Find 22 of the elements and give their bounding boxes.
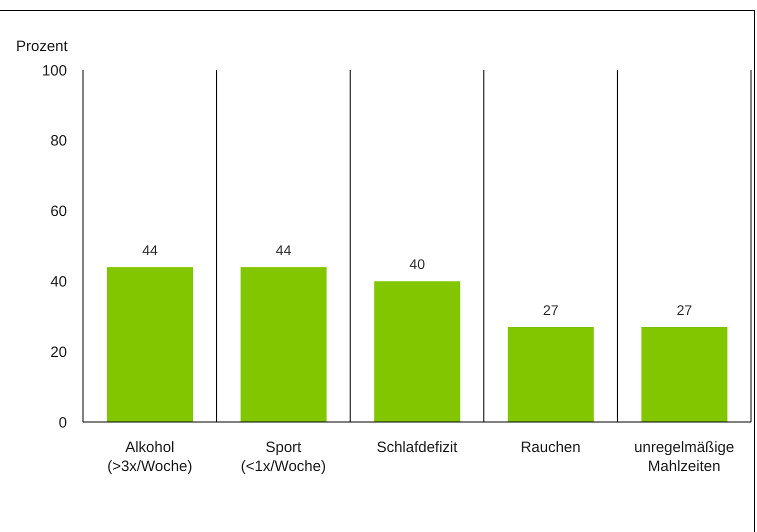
y-tick-label: 0 — [58, 414, 67, 432]
data-label: 27 — [543, 302, 559, 318]
x-tick-label: Rauchen — [520, 439, 581, 456]
bar — [641, 326, 728, 422]
y-tick-label: 60 — [50, 203, 67, 220]
y-tick-label: 100 — [42, 62, 67, 80]
bar — [107, 267, 193, 422]
x-tick-label: unregelmäßige Mahlzeiten — [634, 439, 734, 475]
bar — [240, 267, 327, 422]
data-label: 40 — [409, 256, 426, 272]
bar — [508, 326, 594, 422]
x-tick-label: Schlafdefizit — [376, 439, 458, 456]
bar — [374, 281, 460, 422]
data-label: 27 — [676, 302, 692, 318]
x-tick-label: Sport (<1x/Woche) — [240, 439, 326, 475]
x-tick-label: Alkohol (>3x/Woche) — [107, 439, 192, 475]
data-label: 44 — [142, 242, 158, 258]
data-label: 44 — [276, 242, 292, 258]
y-tick-label: 80 — [50, 132, 67, 150]
y-axis-title: Prozent — [16, 38, 68, 55]
y-tick-label: 40 — [50, 274, 67, 291]
y-tick-label: 20 — [50, 344, 67, 361]
